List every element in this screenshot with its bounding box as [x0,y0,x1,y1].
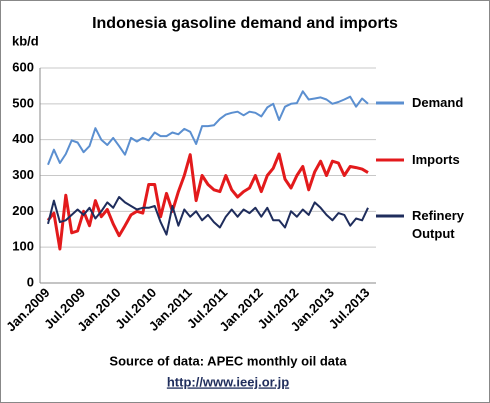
y-tick-label: 200 [12,203,34,218]
y-tick-label: 0 [27,274,34,289]
series-line [47,196,369,236]
source-note: Source of data: APEC monthly oil data [109,353,347,368]
y-tick-label: 100 [12,239,34,254]
legend-label: Imports [412,152,460,167]
y-axis-label: kb/d [12,33,39,48]
legend-label: Refinery Output [412,208,465,241]
series-line [46,152,369,251]
source-url[interactable]: http://www.ieej.or.jp [167,374,289,389]
y-tick-label: 500 [12,95,34,110]
y-tick-label: 400 [12,131,34,146]
y-tick-label: 300 [12,167,34,182]
y-tick-label: 600 [12,59,34,74]
chart-title: Indonesia gasoline demand and imports [92,15,398,32]
series-line [47,90,369,166]
legend-label: Demand [412,95,464,110]
